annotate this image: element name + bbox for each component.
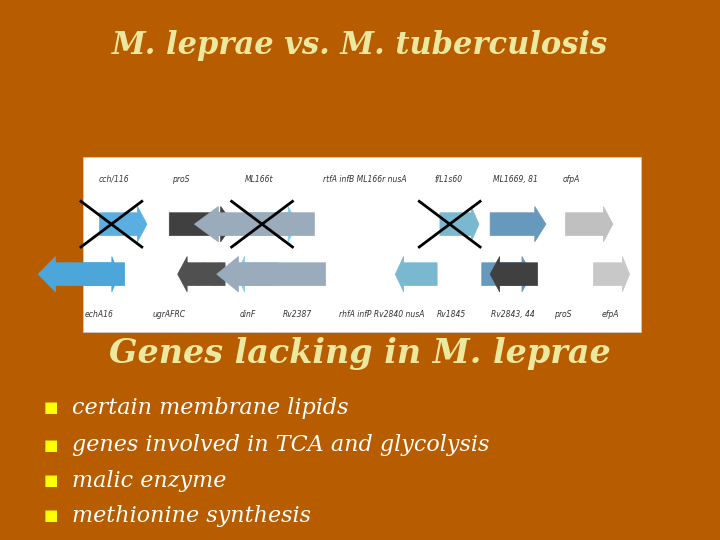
- Text: methionine synthesis: methionine synthesis: [72, 505, 311, 526]
- Text: ML166t: ML166t: [244, 175, 273, 184]
- Text: cch/116: cch/116: [98, 175, 129, 184]
- FancyArrow shape: [217, 256, 325, 292]
- Text: echA16: echA16: [85, 310, 114, 319]
- Text: ■: ■: [43, 508, 58, 523]
- FancyArrow shape: [178, 256, 225, 292]
- FancyArrow shape: [251, 206, 297, 242]
- Text: ML1669, 81: ML1669, 81: [492, 175, 538, 184]
- Text: rhfA infP Rv2840 nusA: rhfA infP Rv2840 nusA: [338, 310, 424, 319]
- Text: malic enzyme: malic enzyme: [72, 470, 226, 491]
- Text: Genes lacking in M. leprae: Genes lacking in M. leprae: [109, 337, 611, 370]
- FancyArrow shape: [440, 206, 479, 242]
- FancyBboxPatch shape: [83, 157, 641, 332]
- Text: genes involved in TCA and glycolysis: genes involved in TCA and glycolysis: [72, 435, 490, 456]
- Text: f/L1s60: f/L1s60: [434, 175, 462, 184]
- FancyArrow shape: [169, 206, 233, 242]
- Text: ofpA: ofpA: [562, 175, 580, 184]
- Text: dinF: dinF: [239, 310, 256, 319]
- Text: M. leprae vs. M. tuberculosis: M. leprae vs. M. tuberculosis: [112, 30, 608, 62]
- Text: certain membrane lipids: certain membrane lipids: [72, 397, 348, 418]
- Text: ugrAFRC: ugrAFRC: [153, 310, 186, 319]
- FancyArrow shape: [593, 256, 629, 292]
- Text: Rv2387: Rv2387: [283, 310, 312, 319]
- Text: ■: ■: [43, 473, 58, 488]
- FancyArrow shape: [482, 256, 532, 292]
- FancyArrow shape: [395, 256, 437, 292]
- FancyArrow shape: [565, 206, 613, 242]
- Text: Rv2843, 44: Rv2843, 44: [490, 310, 534, 319]
- Text: ■: ■: [43, 438, 58, 453]
- FancyArrow shape: [38, 256, 125, 292]
- FancyArrow shape: [83, 256, 119, 292]
- FancyArrow shape: [99, 206, 147, 242]
- Text: efpA: efpA: [601, 310, 619, 319]
- FancyArrow shape: [194, 206, 315, 242]
- Text: rtfA infB ML166r nusA: rtfA infB ML166r nusA: [323, 175, 406, 184]
- Text: Rv1845: Rv1845: [436, 310, 466, 319]
- FancyArrow shape: [490, 206, 546, 242]
- FancyArrow shape: [236, 256, 278, 292]
- FancyArrow shape: [490, 256, 538, 292]
- Text: proS: proS: [554, 310, 572, 319]
- Text: ■: ■: [43, 400, 58, 415]
- Text: proS: proS: [171, 175, 189, 184]
